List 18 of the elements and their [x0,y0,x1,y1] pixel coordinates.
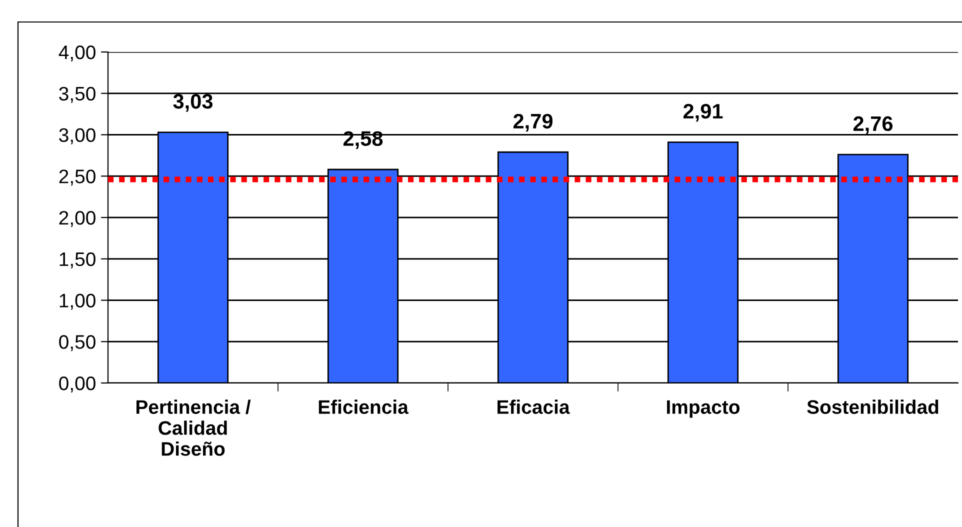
data-label: 2,91 [683,104,723,122]
x-tick-label: Eficacia [498,400,570,414]
y-tick-label: 3,50 [59,86,96,103]
y-tick-label: 0,00 [59,376,96,393]
x-tick-label: Eficiencia [318,400,409,414]
y-tick-label: 3,00 [59,128,96,144]
y-tick-label: 1,50 [60,252,96,268]
y-tick-label: 2,00 [59,210,96,228]
x-tick-label: Sostenibilidad [807,400,938,414]
data-label: 3,03 [173,94,213,112]
y-tick-label: 4,00 [58,45,96,62]
y-tick-label: 0,50 [59,335,96,352]
data-label: 2,79 [513,114,553,132]
y-tick-label: 2,50 [59,170,96,186]
x-tick-label: Impacto [667,400,740,418]
data-label: 2,76 [853,116,893,134]
y-tick-label: 1,00 [60,294,96,310]
x-tick-label: Pertinencia / Calidad Diseño [136,400,251,456]
